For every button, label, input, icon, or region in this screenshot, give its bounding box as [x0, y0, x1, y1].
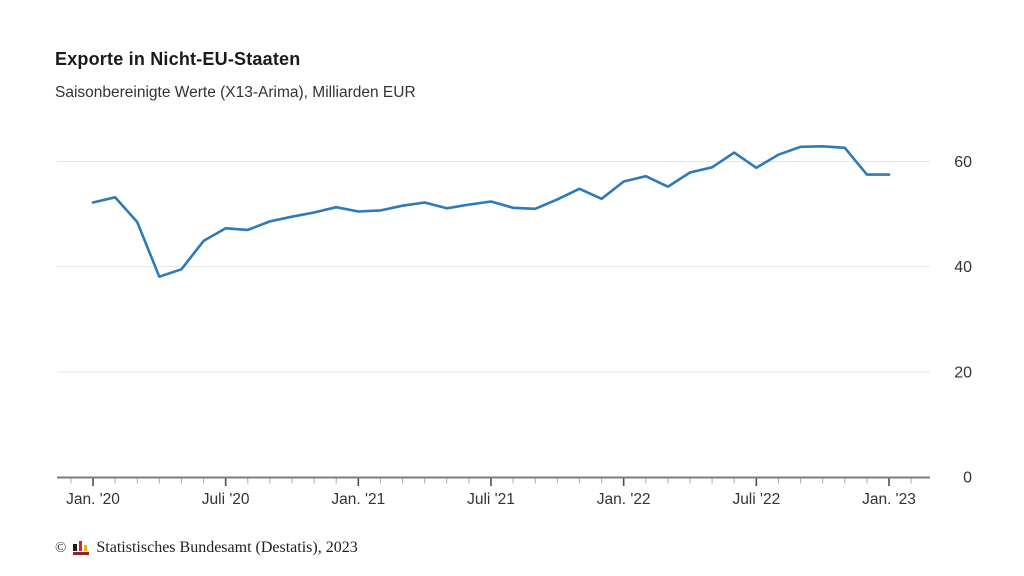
x-axis-tick-label: Jan. '21 [331, 491, 385, 508]
x-axis-tick-label: Juli '20 [202, 491, 250, 508]
y-axis-tick-label: 0 [963, 470, 972, 487]
y-axis-tick-label: 60 [954, 154, 972, 171]
attribution-text: Statistisches Bundesamt (Destatis), 2023 [96, 539, 358, 556]
attribution: © Statistisches Bundesamt (Destatis), 20… [55, 539, 358, 557]
chart-subtitle: Saisonbereinigte Werte (X13-Arima), Mill… [55, 84, 416, 101]
x-axis-tick-label: Jan. '20 [66, 491, 120, 508]
x-axis-tick-label: Juli '21 [467, 491, 515, 508]
chart-title: Exporte in Nicht-EU-Staaten [55, 49, 301, 69]
destatis-logo-icon [73, 541, 90, 555]
data-line [91, 145, 891, 279]
x-axis-tick-label: Jan. '23 [862, 491, 916, 508]
y-axis-tick-label: 20 [954, 364, 972, 381]
x-axis-tick-label: Jan. '22 [597, 491, 651, 508]
x-axis-tick-label: Juli '22 [732, 491, 780, 508]
copyright-icon: © [55, 539, 67, 556]
y-axis-tick-label: 40 [954, 259, 972, 276]
